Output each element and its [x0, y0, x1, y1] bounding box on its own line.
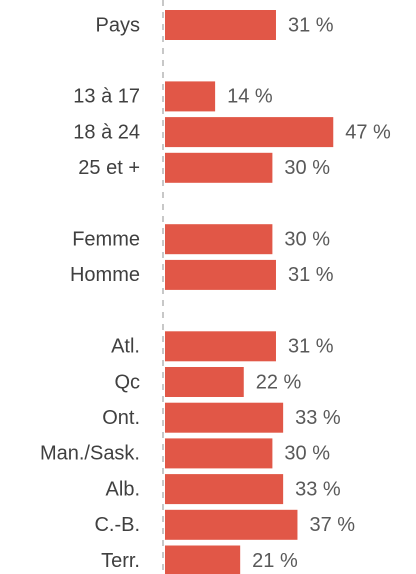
bar: [165, 545, 241, 574]
bar: [165, 224, 273, 255]
value-label: 30 %: [284, 228, 330, 250]
bar: [165, 10, 276, 40]
value-label: 33 %: [295, 407, 341, 429]
value-label: 30 %: [284, 443, 330, 465]
value-label: 31 %: [288, 264, 334, 286]
category-label: Man./Sask.: [40, 443, 140, 465]
category-label: C.-B.: [94, 514, 140, 536]
bar: [165, 331, 276, 362]
bar: [165, 367, 244, 397]
category-label: 25 et +: [78, 157, 140, 179]
bar: [165, 117, 334, 148]
bar: [165, 259, 276, 290]
bar: [165, 438, 273, 469]
category-label: Homme: [70, 264, 140, 286]
value-label: 22 %: [256, 371, 302, 393]
bar: [165, 81, 216, 112]
value-label: 21 %: [252, 550, 298, 572]
value-label: 37 %: [309, 514, 355, 536]
bar: [165, 509, 298, 540]
category-label: Terr.: [101, 550, 140, 572]
category-label: 13 à 17: [73, 86, 140, 108]
category-label: Atl.: [111, 336, 140, 358]
category-label: Ont.: [102, 407, 140, 429]
value-label: 47 %: [345, 121, 391, 143]
category-label: Pays: [96, 14, 140, 36]
value-label: 30 %: [284, 157, 330, 179]
category-label: Femme: [72, 228, 140, 250]
value-label: 14 %: [227, 86, 273, 108]
bar: [165, 474, 284, 505]
category-label: Alb.: [106, 478, 140, 500]
category-label: Qc: [114, 371, 140, 393]
value-label: 31 %: [288, 336, 334, 358]
value-label: 33 %: [295, 478, 341, 500]
bar: [165, 402, 284, 433]
category-label: 18 à 24: [73, 121, 140, 143]
bar: [165, 152, 273, 183]
value-label: 31 %: [288, 14, 334, 36]
